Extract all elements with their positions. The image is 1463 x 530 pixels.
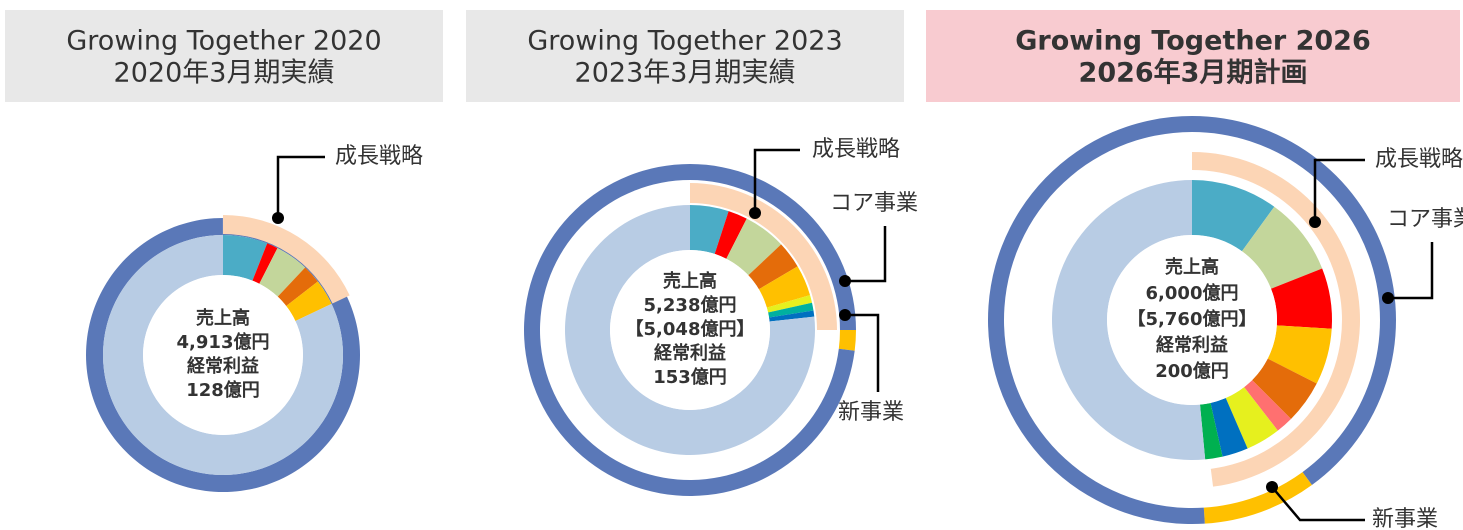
leader-dot <box>1266 481 1278 493</box>
annotation-label: 新事業 <box>1372 507 1438 530</box>
header-title: Growing Together 2020 <box>66 26 381 57</box>
leader-line <box>276 155 325 218</box>
inner-slice <box>758 266 811 308</box>
inner-slice <box>1271 268 1332 329</box>
center-label: 【5,760億円】 <box>1128 308 1257 330</box>
header-title: Growing Together 2026 <box>1015 26 1371 57</box>
header-title: Growing Together 2023 <box>527 26 842 57</box>
center-label: 6,000億円 <box>1146 282 1239 304</box>
center-label: 153億円 <box>653 366 727 388</box>
center-label: 経常利益 <box>1156 334 1228 356</box>
leader-dot <box>1382 292 1394 304</box>
header-box <box>926 10 1460 102</box>
inner-slice <box>252 243 278 284</box>
center-label: 経常利益 <box>187 355 259 377</box>
annotation-label: 新事業 <box>838 400 904 425</box>
inner-slice <box>1192 180 1275 252</box>
center-hole <box>610 250 770 410</box>
growth-arc <box>1192 152 1360 487</box>
leader-line <box>1271 486 1365 522</box>
donut-chart: Growing Together 20232023年3月期実績売上高5,238億… <box>466 10 918 496</box>
annotation-label: 成長戦略 <box>1375 147 1463 172</box>
center-label: 4,913億円 <box>177 331 270 353</box>
header-title: 2026年3月期計画 <box>1079 57 1308 89</box>
outer-segment <box>1203 472 1312 524</box>
center-hole <box>1107 235 1277 405</box>
header-box <box>466 10 904 102</box>
leader-dot <box>1309 216 1321 228</box>
leader-dot <box>839 275 851 287</box>
leader-line <box>1313 158 1365 222</box>
leader-line <box>845 226 887 283</box>
center-label: 経常利益 <box>654 342 726 364</box>
donut-chart: Growing Together 20202020年3月期実績売上高4,913億… <box>5 10 443 492</box>
leader-dot <box>749 207 761 219</box>
inner-slice <box>259 248 306 297</box>
center-label: 売上高 <box>196 307 250 329</box>
leader-dot <box>839 309 851 321</box>
inner-slice <box>565 205 815 456</box>
inner-slice <box>690 205 729 254</box>
leader-line <box>753 148 800 213</box>
inner-slice <box>748 244 798 290</box>
inner-slice <box>1244 380 1291 431</box>
leader-line <box>845 313 880 392</box>
annotation-label: コア事業 <box>830 191 918 216</box>
outer-segment <box>1192 116 1397 486</box>
inner-slice <box>769 310 815 322</box>
annotation-label: 成長戦略 <box>812 137 900 162</box>
inner-slice <box>286 281 332 321</box>
center-label: 200億円 <box>1155 360 1229 382</box>
center-hole <box>143 275 303 435</box>
header-title: 2023年3月期実績 <box>575 58 796 89</box>
center-label: 5,238億円 <box>644 294 737 316</box>
header-title: 2020年3月期実績 <box>114 58 335 89</box>
growth-arc <box>690 183 837 330</box>
outer-segment <box>838 330 856 351</box>
annotation-label: コア事業 <box>1387 207 1463 232</box>
inner-slice <box>1241 206 1323 289</box>
header-box <box>5 10 443 102</box>
inner-slice <box>1052 180 1206 460</box>
inner-slice <box>714 211 747 259</box>
inner-slice <box>766 295 812 313</box>
inner-slice <box>103 235 343 476</box>
inner-slice <box>223 235 268 281</box>
growth-arc <box>223 215 350 304</box>
inner-slice <box>1199 402 1223 460</box>
leader-line <box>1388 242 1434 300</box>
inner-slice <box>1225 387 1278 449</box>
inner-slice <box>726 218 782 276</box>
center-label: 128億円 <box>186 379 260 401</box>
center-label: 売上高 <box>1165 256 1219 278</box>
center-label: 売上高 <box>663 270 717 292</box>
inner-slice <box>1267 325 1332 384</box>
center-label: 【5,048億円】 <box>626 318 755 340</box>
annotation-label: 成長戦略 <box>335 144 423 169</box>
inner-slice <box>1210 398 1248 457</box>
inner-slice <box>1252 358 1317 419</box>
inner-slice <box>768 302 814 318</box>
leader-dot <box>272 212 284 224</box>
inner-slice <box>277 267 318 306</box>
